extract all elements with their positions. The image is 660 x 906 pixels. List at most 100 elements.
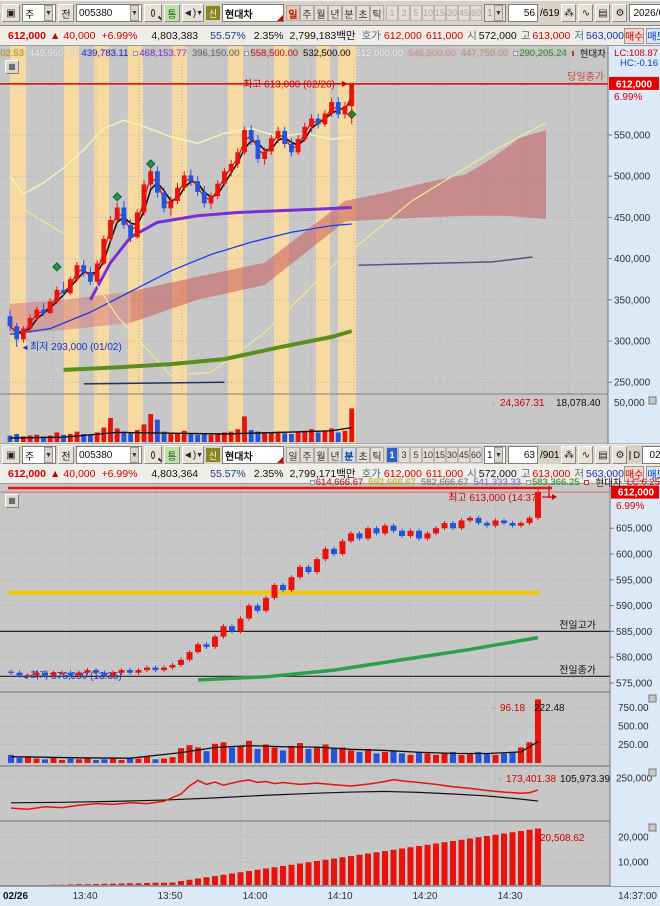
high-label: 고 (520, 30, 531, 42)
save-icon[interactable]: ▤ (595, 446, 611, 464)
search-icon[interactable] (144, 4, 162, 22)
tab-일[interactable]: 일 (286, 447, 300, 463)
interval-10[interactable]: 10 (422, 5, 434, 21)
chart-tool-icon[interactable]: ▦ (5, 494, 19, 508)
interval-30[interactable]: 30 (446, 5, 458, 21)
asset-type-combo[interactable]: 주 ▼ (22, 4, 56, 22)
interval-combo[interactable]: 1 ▼ (484, 4, 506, 22)
sound-icon[interactable]: ◄) ▼ (182, 4, 204, 22)
stock-code-combo[interactable]: 005380 ▼ (76, 446, 142, 464)
tab-틱[interactable]: 틱 (370, 447, 384, 463)
interval-60[interactable]: 60 (470, 5, 482, 21)
tab-초[interactable]: 초 (356, 5, 370, 21)
tab-년[interactable]: 년 (328, 447, 342, 463)
svg-text:▫: ▫ (492, 704, 495, 713)
interval-buttons: 1 3 5 10 15 30 45 60 (386, 5, 482, 21)
date-field[interactable]: 02/26 (641, 446, 660, 464)
open-price: 572,000 (478, 29, 517, 42)
svg-text:96.18: 96.18 (500, 703, 525, 714)
tab-년[interactable]: 년 (328, 5, 342, 21)
bar-position-field[interactable]: 56 (508, 4, 538, 22)
quote-info-daily: 612,000 ▲ 40,000 +6.99% 4,803,383 55.57%… (0, 26, 660, 46)
svg-text:전일고가: 전일고가 (559, 619, 596, 631)
tab-일[interactable]: 일 (286, 5, 300, 21)
daily-chart-canvas[interactable]: 최고 613,000 (02/26) 최저 293,000 (01/02)◄ 당일종… (0, 46, 660, 445)
date-field[interactable]: 2026/02/26 (629, 4, 660, 22)
tab-월[interactable]: 월 (314, 5, 328, 21)
svg-text:당일종가: 당일종가 (567, 71, 604, 83)
interval-1[interactable]: 1 (386, 447, 398, 463)
interval-15[interactable]: 15 (434, 5, 446, 21)
tab-틱[interactable]: 틱 (370, 5, 384, 21)
open-price: 572,000 (478, 467, 517, 480)
env-button[interactable]: 전 (58, 4, 74, 22)
tab-초[interactable]: 초 (356, 447, 370, 463)
trendline-icon[interactable]: ∿ (578, 446, 594, 464)
tab-월[interactable]: 월 (314, 447, 328, 463)
env-button[interactable]: 전 (58, 446, 74, 464)
interval-5[interactable]: 5 (410, 5, 422, 21)
up-arrow-icon: ▲ (49, 29, 61, 42)
gear-icon[interactable]: ⚙ (612, 446, 628, 464)
tab-주[interactable]: 주 (300, 5, 314, 21)
stock-name-field[interactable]: 현대차 (222, 4, 284, 22)
tab-분[interactable]: 분 (342, 5, 356, 21)
svg-text:500.00: 500.00 (618, 722, 649, 733)
interval-10[interactable]: 10 (422, 447, 434, 463)
save-icon[interactable]: ▤ (595, 4, 611, 22)
svg-text:20,000: 20,000 (618, 833, 649, 844)
svg-text:590,000: 590,000 (616, 601, 653, 612)
svg-text:14:10: 14:10 (328, 891, 353, 902)
svg-text:24,367.31: 24,367.31 (500, 398, 545, 409)
trendline-icon[interactable]: ∿ (578, 4, 594, 22)
interval-45[interactable]: 45 (458, 447, 470, 463)
asset-type-combo[interactable]: 주 ▼ (22, 446, 56, 464)
interval-combo[interactable]: 1 ▼ (484, 446, 506, 464)
ratio2: 2.35% (253, 29, 284, 42)
interval-30[interactable]: 30 (446, 447, 458, 463)
window-layout-icon[interactable]: ▣ (2, 446, 20, 464)
stock-code-combo[interactable]: 005380 ▼ (76, 4, 142, 22)
window-layout-icon[interactable]: ▣ (2, 4, 20, 22)
tong-toggle[interactable]: 통 (164, 446, 180, 464)
price-change: 40,000 (63, 467, 96, 480)
interval-3[interactable]: 3 (398, 5, 410, 21)
tab-주[interactable]: 주 (300, 447, 314, 463)
tong-toggle[interactable]: 통 (164, 4, 180, 22)
volume-layer (0, 393, 660, 442)
svg-text:02/26: 02/26 (3, 891, 28, 902)
chart-tool-icon[interactable]: ▦ (5, 60, 19, 74)
stock-name-field[interactable]: 현대차 (222, 446, 284, 464)
buy-button[interactable]: 매수 (623, 27, 645, 44)
turnover-ratio: 55.57% (210, 467, 246, 480)
sound-icon[interactable]: ◄) ▼ (182, 446, 204, 464)
volume-layer: ▫ 96.18 222.48 (0, 691, 660, 763)
edit-pen-icon (277, 457, 283, 463)
interval-3[interactable]: 3 (398, 447, 410, 463)
chevron-down-icon[interactable]: ▼ (130, 5, 139, 21)
bar-position-field[interactable]: 63 (508, 446, 538, 464)
interval-1[interactable]: 1 (386, 5, 398, 21)
chevron-down-icon[interactable]: ▼ (44, 5, 53, 21)
search-icon[interactable] (144, 446, 162, 464)
interval-60[interactable]: 60 (470, 447, 482, 463)
interval-15[interactable]: 15 (434, 447, 446, 463)
svg-text:595,000: 595,000 (616, 575, 653, 586)
svg-text:최고 613,000 (02/26): 최고 613,000 (02/26) (243, 78, 335, 90)
compare-icon[interactable]: ⁂ (561, 4, 577, 22)
tab-분[interactable]: 분 (342, 447, 356, 463)
interval-45[interactable]: 45 (458, 5, 470, 21)
sell-button[interactable]: 매도 (646, 27, 660, 44)
chevron-down-icon[interactable]: ▼ (130, 447, 139, 463)
sell-button[interactable]: 매도 (646, 465, 660, 482)
gear-icon[interactable]: ⚙ (612, 4, 628, 22)
low-label: 저 (574, 468, 585, 480)
interval-5[interactable]: 5 (410, 447, 422, 463)
buy-button[interactable]: 매수 (623, 465, 645, 482)
d-checkbox[interactable] (629, 450, 632, 460)
compare-icon[interactable]: ⁂ (561, 446, 577, 464)
chevron-down-icon[interactable]: ▼ (44, 447, 53, 463)
svg-text:400,000: 400,000 (614, 254, 651, 265)
minute-price-axis: 605,000 600,000 595,000 590,000 585,000 580,0… (609, 484, 660, 886)
